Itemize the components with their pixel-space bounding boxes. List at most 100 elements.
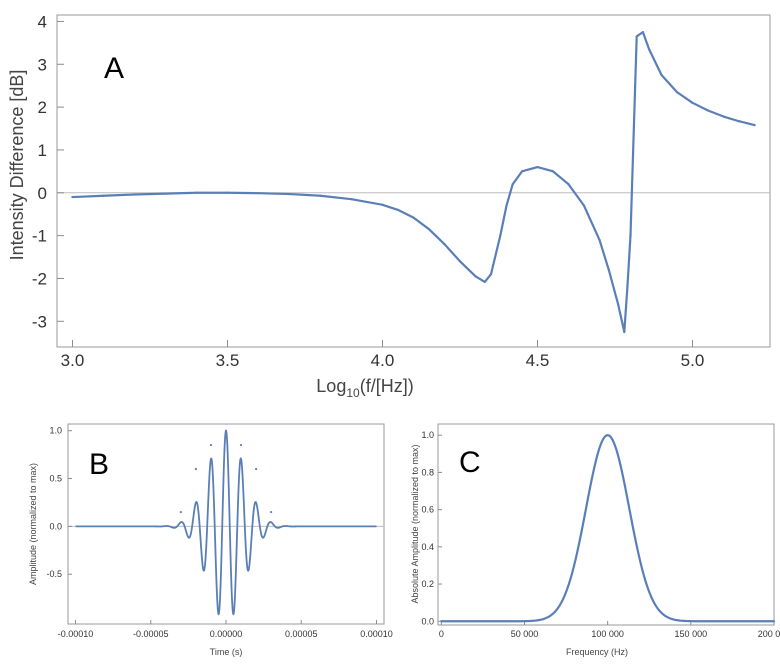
panel-b-plot-frame (67, 423, 385, 625)
panel-c-y-tick-label: 0.8 (421, 467, 434, 477)
panel-a-data-points (71, 31, 756, 334)
panel-a-data-point (706, 109, 710, 112)
panel-b-x-axis-label: Time (s) (210, 647, 243, 657)
panel-a-data-point (489, 273, 493, 276)
panel-a-data-point (641, 31, 645, 34)
panel-b-y-tick-label: 1.0 (49, 426, 62, 436)
panel-a-data-point (499, 234, 502, 237)
panel-a-data-point (675, 91, 679, 94)
panel-b-label: B (89, 448, 109, 481)
panel-c-x-tick-label: 200 000 (758, 629, 780, 639)
panel-a-data-point (691, 101, 694, 104)
panel-a-y-tick-label: 4 (38, 12, 47, 31)
panel-b-peak-point (224, 429, 228, 432)
panel-a-y-tick-label: -2 (32, 269, 47, 288)
panel-a-x-tick-label: 3.5 (216, 351, 240, 370)
panel-c-x-tick-label: 0 (439, 629, 444, 639)
panel-c-y-axis-label: Absolute Amplitude (normalized to max) (410, 444, 420, 603)
panel-a-data-point (102, 194, 105, 197)
panel-a-x-tick-label: 4.0 (371, 351, 395, 370)
panel-a-series-line (71, 31, 756, 334)
panel-c-x-axis-label: Frequency (Hz) (566, 647, 628, 657)
panel-a-y-tick-label: 0 (38, 184, 47, 203)
panel-a-x-axis-label-tail: (f/[Hz]) (360, 376, 414, 396)
panel-b-peak-point (194, 467, 198, 471)
panel-c-x-ticks: 0 50 000 100 000 150 000 200 000 (439, 621, 780, 639)
panel-a-y-ticks: -3 -2 -1 0 1 2 3 4 (32, 12, 64, 331)
panel-a-data-point (257, 192, 260, 195)
panel-c-series-line (440, 434, 776, 623)
panel-b-y-tick-label: 0.5 (49, 474, 62, 484)
panel-b-x-tick-label: -0.00010 (58, 629, 94, 639)
panel-c-peak-marker (606, 434, 609, 437)
panel-a-data-point (350, 198, 353, 201)
panel-a-data-point (164, 192, 167, 195)
panel-c-y-tick-label: 0.4 (421, 542, 434, 552)
panel-b-x-ticks: -0.00010 -0.00005 0.00000 0.00005 0.00010 (58, 620, 393, 639)
panel-b-x-tick-label: 0.00010 (360, 629, 393, 639)
panel-b-series-line (74, 429, 378, 616)
panel-a-x-tick-label: 3.0 (61, 351, 85, 370)
panel-b-y-axis-label: Amplitude (normalized to max) (28, 463, 38, 585)
panel-a-data-point (288, 192, 291, 196)
panel-a-x-tick-label: 4.5 (526, 351, 550, 370)
panel-a-data-point (319, 194, 322, 197)
panel-a-y-axis-label: Intensity Difference [dB] (7, 70, 27, 261)
panel-a-data-point (483, 280, 486, 283)
panel-a-y-tick-label: 2 (38, 98, 47, 117)
panel-c-y-tick-label: 0.6 (421, 505, 434, 515)
panel-c-y-tick-label: 0.2 (421, 579, 434, 589)
panel-a-data-point (626, 285, 629, 289)
panel-a-data-point (623, 330, 626, 334)
panel-c-y-tick-label: 0.0 (421, 616, 434, 626)
panel-a-data-point (753, 123, 756, 127)
panel-a-data-point (617, 303, 620, 306)
panel-a-data-point (195, 191, 198, 194)
panel-c-label: C (459, 446, 481, 479)
panel-a-data-point (133, 193, 136, 196)
panel-a-data-point (443, 243, 446, 246)
panel-c-x-tick-label: 150 000 (675, 629, 708, 639)
panel-b-peak-point (254, 467, 258, 471)
panel-b-peak-point (239, 443, 243, 447)
panel-a-label: A (104, 52, 124, 85)
panel-a-data-point (536, 165, 539, 169)
panel-b-x-tick-label: -0.00005 (133, 629, 169, 639)
panel-a-data-point (737, 120, 741, 123)
panel-c-peak-point (606, 434, 609, 437)
panel-c-x-tick-label: 50 000 (511, 629, 539, 639)
panel-a-data-point (598, 238, 601, 242)
panel-a-plot-frame (56, 14, 771, 348)
panel-a-data-point (396, 208, 400, 212)
panel-b-y-tick-label: -0.5 (46, 569, 62, 579)
panel-c-y-tick-label: 1.0 (421, 430, 434, 440)
panel-b-y-ticks: -0.5 0.0 0.5 1.0 (46, 426, 72, 579)
panel-a-data-point (381, 203, 384, 206)
panel-a-data-point (607, 268, 610, 271)
panel-a-y-tick-label: 3 (38, 55, 47, 74)
panel-a-x-ticks: 3.0 3.5 4.0 4.5 5.0 (61, 340, 704, 370)
panel-b-x-tick-label: 0.00000 (210, 629, 243, 639)
panel-a-data-point (427, 228, 431, 231)
panel-a-data-point (520, 170, 524, 173)
panel-a-x-axis-label: Log10(f/[Hz]) (316, 376, 413, 400)
panel-a-data-point (458, 260, 462, 263)
panel-a-data-point (511, 183, 514, 186)
panel-b-y-tick-label: 0.0 (49, 521, 62, 531)
panel-a-x-axis-label-main: Log (316, 376, 346, 396)
panel-a-y-tick-label: -1 (32, 227, 47, 246)
panel-a-data-point (505, 204, 508, 207)
panel-a: 3.0 3.5 4.0 4.5 5.0 -3 -2 -1 0 1 2 3 4 A Intensity … (7, 12, 771, 400)
panel-a-y-tick-label: -3 (32, 312, 47, 331)
panel-a-data-point (660, 73, 663, 77)
panel-b-peak-points (179, 429, 273, 514)
panel-a-data-point (567, 183, 570, 186)
panel-a-data-point (226, 191, 229, 194)
panel-b-x-tick-label: 0.00005 (285, 629, 318, 639)
panel-b-peak-point (209, 443, 213, 447)
panel-b-peak-point (270, 510, 273, 514)
panel-a-data-point (551, 170, 555, 173)
panel-a-data-point (71, 195, 74, 199)
